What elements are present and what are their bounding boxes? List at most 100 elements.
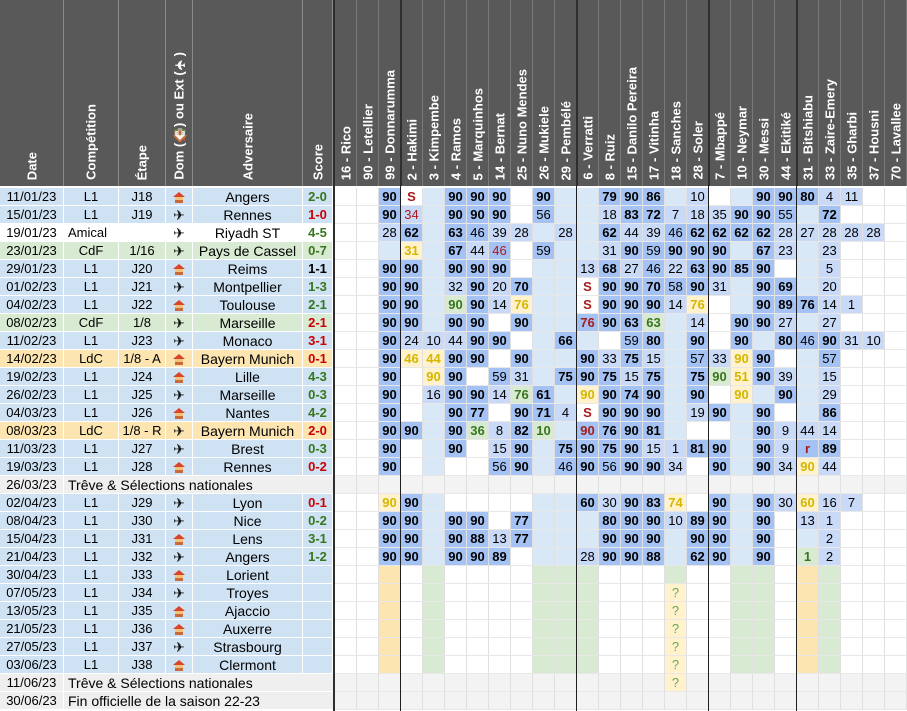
minutes-cell[interactable]: 1 — [841, 296, 863, 314]
minutes-cell[interactable] — [511, 332, 533, 350]
minutes-cell[interactable] — [621, 602, 643, 620]
minutes-cell[interactable]: 90 — [621, 188, 643, 206]
date-cell[interactable]: 19/02/23 — [0, 368, 64, 386]
etape-cell[interactable]: J20 — [119, 260, 166, 278]
minutes-cell[interactable] — [511, 242, 533, 260]
minutes-cell[interactable] — [797, 386, 819, 404]
minutes-cell[interactable]: 15 — [621, 368, 643, 386]
score-cell[interactable] — [303, 566, 333, 584]
minutes-cell[interactable] — [775, 512, 797, 530]
minutes-cell[interactable] — [467, 494, 489, 512]
minutes-cell[interactable] — [533, 350, 555, 368]
minutes-cell[interactable] — [885, 332, 907, 350]
minutes-cell[interactable]: 90 — [731, 206, 753, 224]
minutes-cell[interactable] — [687, 692, 709, 710]
minutes-cell[interactable]: 66 — [555, 332, 577, 350]
player-header[interactable]: 7 - Mbappé — [709, 0, 731, 186]
treve-label[interactable]: Fin officielle de la saison 22-23 — [64, 692, 335, 710]
date-cell[interactable]: 21/04/23 — [0, 548, 64, 566]
minutes-cell[interactable]: 31 — [709, 278, 731, 296]
minutes-cell[interactable]: 46 — [555, 458, 577, 476]
venue-cell[interactable]: ✈ — [166, 548, 193, 566]
header-etape[interactable]: Étape — [119, 0, 166, 186]
minutes-cell[interactable]: 76 — [577, 314, 599, 332]
minutes-cell[interactable] — [577, 674, 599, 692]
minutes-cell[interactable] — [533, 368, 555, 386]
minutes-cell[interactable] — [423, 638, 445, 656]
minutes-cell[interactable] — [357, 260, 379, 278]
minutes-cell[interactable] — [731, 602, 753, 620]
minutes-cell[interactable] — [863, 656, 885, 674]
minutes-cell[interactable]: 83 — [621, 206, 643, 224]
score-cell[interactable]: 1-1 — [303, 260, 333, 278]
minutes-cell[interactable]: 75 — [621, 350, 643, 368]
minutes-cell[interactable] — [841, 656, 863, 674]
minutes-cell[interactable] — [401, 620, 423, 638]
minutes-cell[interactable]: 90 — [709, 548, 731, 566]
minutes-cell[interactable]: 62 — [687, 548, 709, 566]
minutes-cell[interactable]: 90 — [753, 368, 775, 386]
etape-cell[interactable]: J25 — [119, 386, 166, 404]
minutes-cell[interactable] — [753, 620, 775, 638]
minutes-cell[interactable] — [511, 584, 533, 602]
date-cell[interactable]: 14/02/23 — [0, 350, 64, 368]
opponent-cell[interactable]: Montpellier — [193, 278, 303, 296]
minutes-cell[interactable]: 15 — [819, 368, 841, 386]
minutes-cell[interactable]: 56 — [599, 458, 621, 476]
minutes-cell[interactable] — [489, 656, 511, 674]
minutes-cell[interactable] — [709, 422, 731, 440]
minutes-cell[interactable]: 76 — [511, 386, 533, 404]
minutes-cell[interactable] — [423, 404, 445, 422]
minutes-cell[interactable] — [489, 566, 511, 584]
minutes-cell[interactable] — [863, 368, 885, 386]
competition-cell[interactable]: L1 — [64, 368, 119, 386]
competition-cell[interactable]: CdF — [64, 314, 119, 332]
date-cell[interactable]: 11/02/23 — [0, 332, 64, 350]
minutes-cell[interactable] — [753, 566, 775, 584]
minutes-cell[interactable]: 76 — [687, 296, 709, 314]
minutes-cell[interactable]: 72 — [643, 206, 665, 224]
competition-cell[interactable]: L1 — [64, 440, 119, 458]
etape-cell[interactable]: J27 — [119, 440, 166, 458]
opponent-cell[interactable]: Angers — [193, 548, 303, 566]
minutes-cell[interactable] — [335, 602, 357, 620]
minutes-cell[interactable]: 90 — [401, 422, 423, 440]
venue-cell[interactable]: ✈ — [166, 314, 193, 332]
minutes-cell[interactable]: 1 — [819, 512, 841, 530]
minutes-cell[interactable] — [401, 692, 423, 710]
minutes-cell[interactable] — [357, 188, 379, 206]
minutes-cell[interactable] — [357, 224, 379, 242]
minutes-cell[interactable]: 14 — [819, 422, 841, 440]
date-cell[interactable]: 11/03/23 — [0, 440, 64, 458]
minutes-cell[interactable]: 33 — [599, 350, 621, 368]
minutes-cell[interactable] — [599, 656, 621, 674]
etape-cell[interactable]: J33 — [119, 566, 166, 584]
minutes-cell[interactable] — [841, 458, 863, 476]
minutes-cell[interactable]: 89 — [489, 548, 511, 566]
minutes-cell[interactable]: 86 — [819, 404, 841, 422]
minutes-cell[interactable] — [423, 458, 445, 476]
minutes-cell[interactable]: 90 — [643, 386, 665, 404]
minutes-cell[interactable]: 86 — [643, 188, 665, 206]
player-header[interactable]: 5 - Marquinhos — [467, 0, 489, 186]
score-cell[interactable]: 1-0 — [303, 206, 333, 224]
date-cell[interactable]: 01/02/23 — [0, 278, 64, 296]
minutes-cell[interactable]: 90 — [621, 278, 643, 296]
minutes-cell[interactable]: ? — [665, 584, 687, 602]
minutes-cell[interactable]: 90 — [379, 260, 401, 278]
minutes-cell[interactable]: 90 — [709, 242, 731, 260]
minutes-cell[interactable]: 60 — [577, 494, 599, 512]
minutes-cell[interactable]: 44 — [797, 422, 819, 440]
player-header[interactable]: 2 - Hakimi — [401, 0, 423, 186]
minutes-cell[interactable] — [863, 674, 885, 692]
minutes-cell[interactable]: 90 — [489, 188, 511, 206]
minutes-cell[interactable]: 67 — [753, 242, 775, 260]
player-header[interactable]: 44 - Ekitiké — [775, 0, 797, 186]
minutes-cell[interactable] — [357, 692, 379, 710]
minutes-cell[interactable] — [819, 638, 841, 656]
minutes-cell[interactable]: 39 — [775, 368, 797, 386]
minutes-cell[interactable] — [445, 620, 467, 638]
minutes-cell[interactable] — [555, 512, 577, 530]
minutes-cell[interactable] — [335, 224, 357, 242]
etape-cell[interactable]: J31 — [119, 530, 166, 548]
